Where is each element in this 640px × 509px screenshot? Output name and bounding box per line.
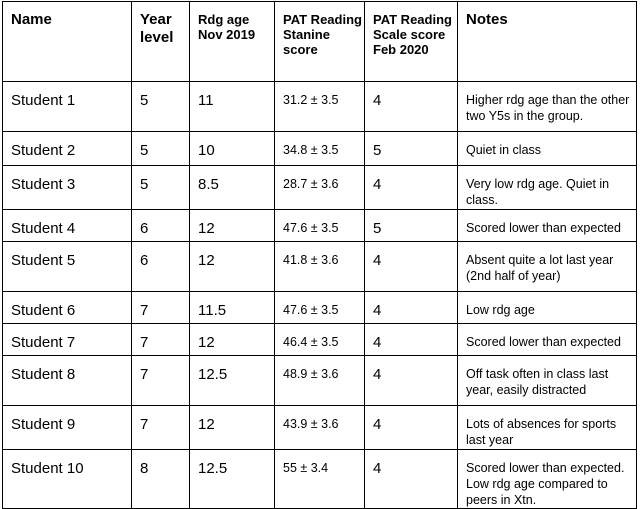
cell-name: Student 2 [2,131,132,166]
cell-year: 6 [131,209,190,242]
cell-rdg-age: 11.5 [189,291,275,324]
cell-name: Student 4 [2,209,132,242]
cell-notes: Scored lower than expected [457,323,637,356]
cell-name: Student 8 [2,355,132,406]
cell-notes: Absent quite a lot last year (2nd half o… [457,241,637,292]
cell-year: 7 [131,355,190,406]
cell-scale: 4 [364,291,458,324]
cell-scale: 4 [364,449,458,509]
cell-stanine: 46.4 ± 3.5 [274,323,365,356]
header-stanine-score: PAT Reading Stanine score [274,1,365,82]
header-notes: Notes [457,1,637,82]
cell-scale: 4 [364,81,458,132]
cell-notes: Higher rdg age than the other two Y5s in… [457,81,637,132]
cell-notes: Quiet in class [457,131,637,166]
cell-stanine: 34.8 ± 3.5 [274,131,365,166]
cell-stanine: 31.2 ± 3.5 [274,81,365,132]
cell-stanine: 47.6 ± 3.5 [274,209,365,242]
cell-name: Student 1 [2,81,132,132]
table-row: Student 2 5 10 34.8 ± 3.5 5 Quiet in cla… [2,131,637,166]
cell-rdg-age: 8.5 [189,165,275,210]
cell-year: 5 [131,81,190,132]
header-year-level: Year level [131,1,190,82]
cell-stanine: 28.7 ± 3.6 [274,165,365,210]
cell-notes: Lots of absences for sports last year [457,405,637,450]
cell-rdg-age: 12 [189,241,275,292]
cell-year: 5 [131,131,190,166]
cell-year: 5 [131,165,190,210]
table-row: Student 3 5 8.5 28.7 ± 3.6 4 Very low rd… [2,165,637,210]
table-row: Student 8 7 12.5 48.9 ± 3.6 4 Off task o… [2,355,637,406]
table-row: Student 6 7 11.5 47.6 ± 3.5 4 Low rdg ag… [2,291,637,324]
cell-rdg-age: 10 [189,131,275,166]
cell-name: Student 6 [2,291,132,324]
cell-scale: 4 [364,405,458,450]
cell-year: 7 [131,291,190,324]
cell-year: 8 [131,449,190,509]
cell-rdg-age: 12.5 [189,449,275,509]
cell-rdg-age: 12 [189,323,275,356]
cell-rdg-age: 11 [189,81,275,132]
cell-name: Student 9 [2,405,132,450]
cell-scale: 4 [364,323,458,356]
cell-scale: 4 [364,355,458,406]
cell-name: Student 3 [2,165,132,210]
cell-scale: 4 [364,165,458,210]
cell-stanine: 41.8 ± 3.6 [274,241,365,292]
cell-year: 7 [131,405,190,450]
cell-stanine: 48.9 ± 3.6 [274,355,365,406]
table-row: Student 4 6 12 47.6 ± 3.5 5 Scored lower… [2,209,637,242]
cell-notes: Scored lower than expected. Low rdg age … [457,449,637,509]
table-row: Student 7 7 12 46.4 ± 3.5 4 Scored lower… [2,323,637,356]
cell-rdg-age: 12.5 [189,355,275,406]
header-rdg-age: Rdg age Nov 2019 [189,1,275,82]
cell-rdg-age: 12 [189,209,275,242]
cell-notes: Low rdg age [457,291,637,324]
cell-year: 6 [131,241,190,292]
header-name: Name [2,1,132,82]
cell-name: Student 10 [2,449,132,509]
table-row: Student 5 6 12 41.8 ± 3.6 4 Absent quite… [2,241,637,292]
table-row: Student 1 5 11 31.2 ± 3.5 4 Higher rdg a… [2,81,637,132]
cell-notes: Very low rdg age. Quiet in class. [457,165,637,210]
header-scale-score: PAT Reading Scale score Feb 2020 [364,1,458,82]
cell-scale: 5 [364,131,458,166]
table-header-row: Name Year level Rdg age Nov 2019 PAT Rea… [2,1,637,82]
table-row: Student 9 7 12 43.9 ± 3.6 4 Lots of abse… [2,405,637,450]
table-row: Student 10 8 12.5 55 ± 3.4 4 Scored lowe… [2,449,637,509]
cell-stanine: 47.6 ± 3.5 [274,291,365,324]
cell-stanine: 55 ± 3.4 [274,449,365,509]
cell-notes: Off task often in class last year, easil… [457,355,637,406]
cell-name: Student 7 [2,323,132,356]
cell-rdg-age: 12 [189,405,275,450]
cell-scale: 4 [364,241,458,292]
cell-name: Student 5 [2,241,132,292]
cell-stanine: 43.9 ± 3.6 [274,405,365,450]
cell-notes: Scored lower than expected [457,209,637,242]
cell-scale: 5 [364,209,458,242]
cell-year: 7 [131,323,190,356]
